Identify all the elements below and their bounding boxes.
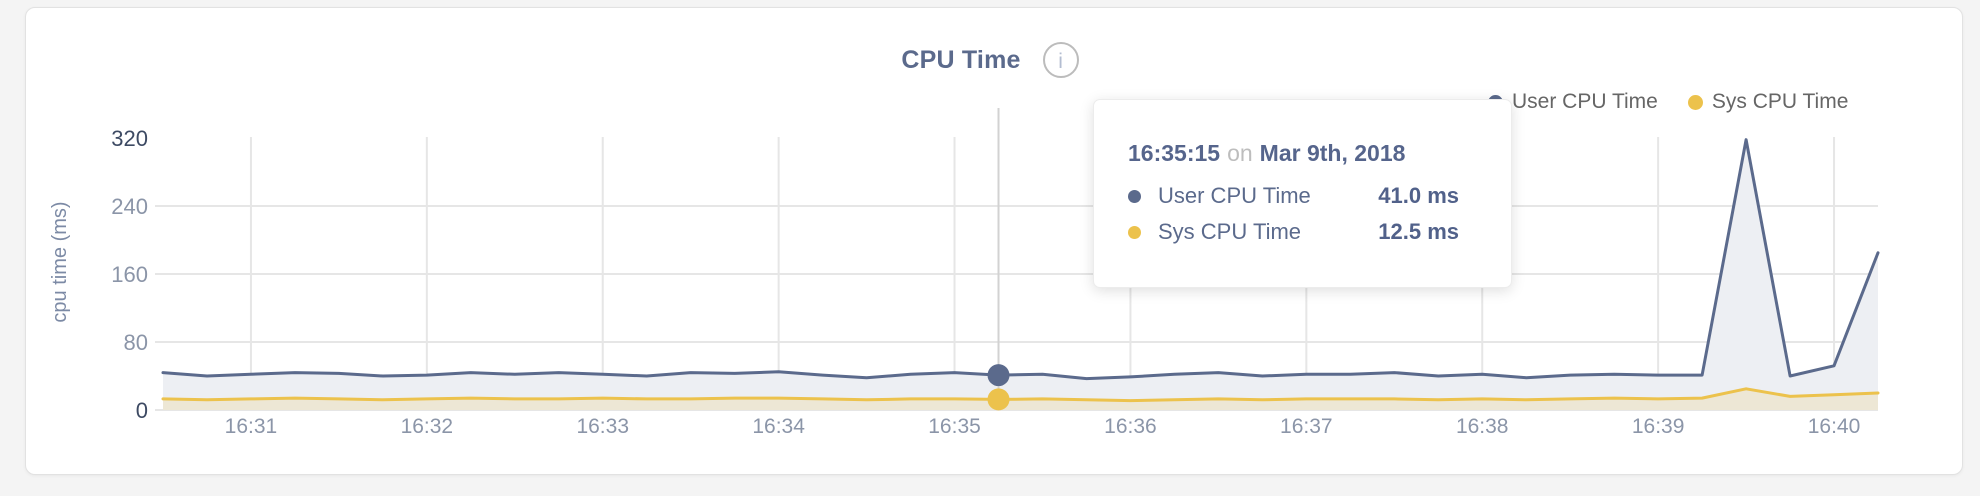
user-series-dot-icon — [1128, 189, 1141, 203]
x-tick-label: 16:36 — [1104, 415, 1157, 438]
user-cpu-area — [163, 139, 1878, 410]
y-tick-label: 320 — [111, 126, 148, 151]
tooltip-row-sys: Sys CPU Time 12.5 ms — [1128, 214, 1459, 250]
info-icon[interactable]: i — [1042, 42, 1079, 78]
y-tick-label: 160 — [111, 262, 148, 287]
x-tick-label: 16:40 — [1808, 415, 1861, 438]
x-tick-label: 16:32 — [401, 415, 454, 438]
chart-title: CPU Time — [901, 45, 1021, 74]
x-tick-label: 16:33 — [576, 415, 629, 438]
tooltip-label-user: User CPU Time — [1158, 183, 1311, 208]
x-tick-label: 16:37 — [1280, 415, 1333, 438]
legend-item-sys-cpu-time[interactable]: Sys CPU Time — [1687, 90, 1849, 114]
legend-item-user-cpu-time[interactable]: User CPU Time — [1488, 90, 1658, 114]
hover-dot-user[interactable] — [987, 364, 1010, 387]
tooltip-value-sys: 12.5 ms — [1378, 219, 1459, 244]
chart-legend: User CPU Time Sys CPU Time — [1488, 90, 1848, 114]
hover-dot-sys[interactable] — [987, 388, 1010, 411]
y-axis-title: cpu time (ms) — [49, 201, 71, 322]
legend-label-user: User CPU Time — [1512, 90, 1658, 113]
user-cpu-line — [161, 138, 1880, 381]
y-tick-label: 0 — [136, 398, 148, 423]
sys-cpu-line — [161, 387, 1880, 403]
x-tick-label: 16:39 — [1632, 415, 1685, 438]
tooltip-value-user: 41.0 ms — [1378, 183, 1459, 208]
x-tick-label: 16:34 — [752, 415, 805, 438]
tooltip-label-sys: Sys CPU Time — [1158, 219, 1302, 244]
legend-label-sys: Sys CPU Time — [1711, 90, 1849, 113]
y-tick-label: 240 — [111, 194, 148, 219]
tooltip-row-user: User CPU Time 41.0 ms — [1128, 178, 1459, 214]
tooltip-conjunction: on — [1227, 140, 1253, 166]
x-tick-label: 16:31 — [225, 415, 278, 438]
tooltip-time: 16:35:15 — [1128, 140, 1221, 166]
x-tick-label: 16:38 — [1456, 415, 1509, 438]
tooltip-date: Mar 9th, 2018 — [1259, 140, 1406, 166]
chart-header: CPU Time i — [0, 38, 1980, 82]
sys-series-dot-icon — [1687, 94, 1703, 110]
y-tick-label: 80 — [124, 330, 148, 355]
x-tick-label: 16:35 — [928, 415, 981, 438]
chart-tooltip: 16:35:15 on Mar 9th, 2018 User CPU Time 41… — [1093, 99, 1512, 288]
sys-series-dot-icon — [1128, 225, 1141, 239]
tooltip-header: 16:35:15 on Mar 9th, 2018 — [1128, 140, 1459, 166]
